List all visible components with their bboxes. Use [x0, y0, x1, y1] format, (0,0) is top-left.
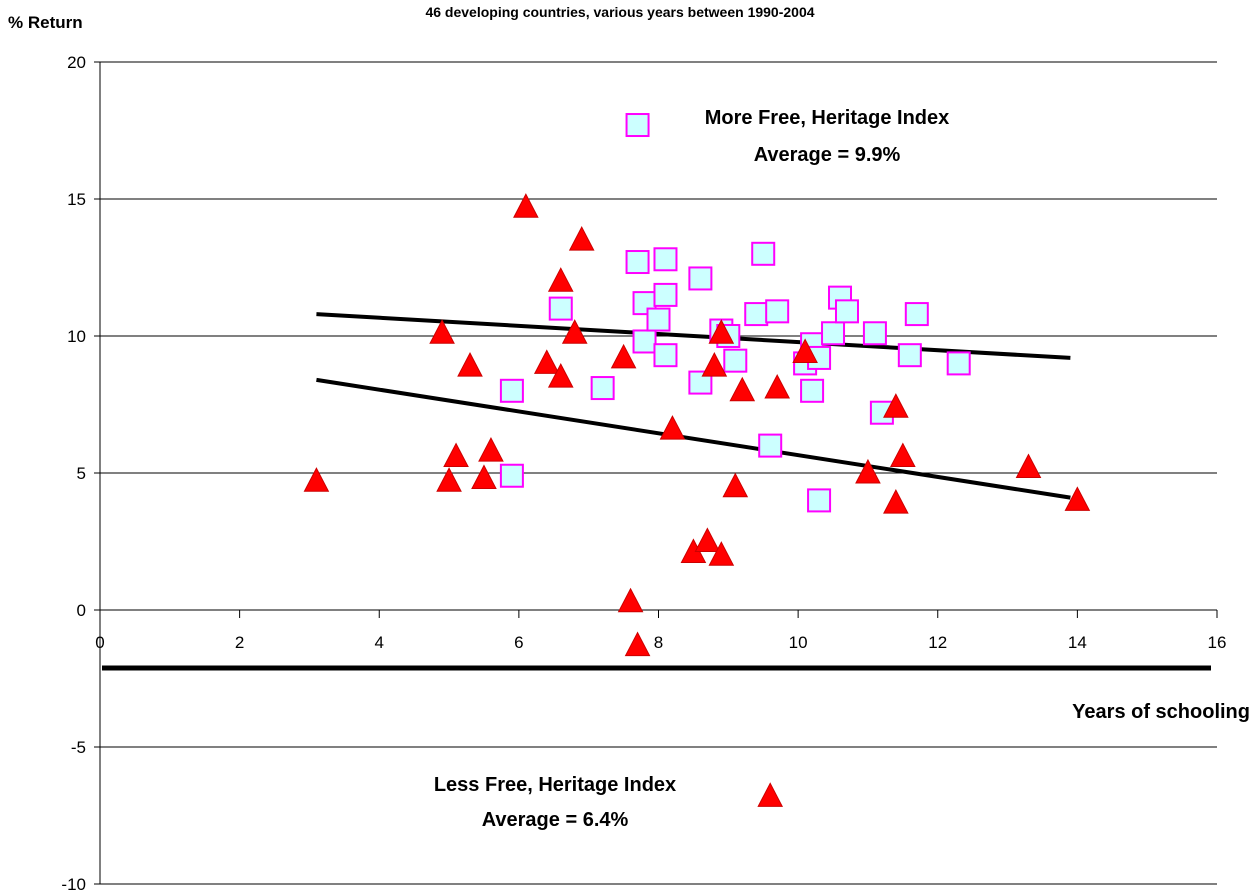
x-tick-label: 16 — [1208, 633, 1227, 652]
square-point — [758, 433, 783, 458]
y-tick-labels: 20 15 10 5 0 -5 -10 — [61, 53, 86, 894]
triangle-point — [561, 319, 588, 344]
y-tick-label: -5 — [71, 738, 86, 757]
gridlines — [100, 61, 1217, 885]
chart-title: 46 developing countries, various years b… — [425, 4, 814, 20]
annotation-more-free-line2: Average = 9.9% — [754, 144, 901, 166]
triangle-point — [429, 319, 455, 344]
triangle-point — [1015, 453, 1042, 479]
square-point — [653, 247, 678, 272]
square-point — [800, 378, 825, 403]
triangle-point — [1064, 486, 1091, 511]
square-point — [897, 343, 922, 368]
trendline-2 — [316, 377, 1071, 500]
x-tick-label: 0 — [95, 633, 104, 652]
x-tick-label: 10 — [789, 633, 808, 652]
square-point — [499, 463, 524, 488]
triangle-point — [883, 393, 909, 418]
square-point — [653, 282, 678, 307]
triangle-point — [764, 373, 791, 399]
trendlines — [316, 312, 1071, 500]
triangle-point — [513, 193, 539, 218]
square-point — [548, 296, 573, 321]
square-point — [834, 299, 859, 324]
square-point — [821, 321, 846, 346]
square-point — [751, 241, 776, 266]
triangle-point — [533, 349, 560, 374]
axes — [94, 61, 1218, 885]
triangle-point — [757, 782, 784, 807]
triangle-point — [471, 464, 497, 489]
triangle-point — [436, 467, 462, 492]
square-point — [862, 321, 887, 346]
triangle-point — [610, 343, 637, 369]
y-tick-label: -10 — [61, 875, 86, 894]
square-point — [946, 351, 971, 376]
triangle-point — [568, 226, 595, 251]
triangle-point — [443, 442, 469, 468]
x-tick-labels: 0 2 4 6 8 10 12 14 16 — [95, 633, 1226, 652]
x-tick-label: 2 — [235, 633, 244, 652]
y-tick-label: 0 — [77, 601, 86, 620]
x-axis-title: Years of schooling — [1072, 701, 1250, 723]
annotations: More Free, Heritage Index Average = 9.9%… — [434, 107, 949, 831]
square-point — [688, 266, 713, 291]
square-point — [723, 348, 748, 373]
triangle-point — [708, 319, 735, 344]
triangle-point — [478, 436, 504, 462]
square-point — [765, 299, 790, 324]
triangle-point — [694, 527, 721, 552]
annotation-more-free-line1: More Free, Heritage Index — [705, 107, 950, 129]
square-point — [688, 370, 713, 395]
y-axis-title: % Return — [8, 13, 83, 32]
triangle-point — [792, 338, 818, 363]
triangle-point — [659, 415, 686, 440]
square-point — [807, 488, 832, 513]
x-tick-label: 4 — [375, 633, 384, 652]
annotation-less-free-line1: Less Free, Heritage Index — [434, 774, 676, 796]
triangle-point — [547, 363, 574, 388]
triangle-point — [708, 541, 735, 566]
y-tick-label: 15 — [67, 190, 86, 209]
square-point — [646, 307, 671, 332]
triangle-point — [890, 442, 916, 468]
triangle-point — [303, 467, 330, 492]
x-tick-label: 6 — [514, 633, 523, 652]
square-point — [904, 302, 929, 327]
triangle-point — [547, 267, 574, 292]
square-point — [625, 113, 650, 138]
triangle-point — [855, 458, 881, 484]
triangle-point — [617, 587, 644, 613]
triangle-point — [722, 472, 749, 498]
annotation-less-free-line2: Average = 6.4% — [482, 809, 629, 831]
triangle-point — [701, 352, 728, 377]
triangle-point — [624, 631, 651, 657]
square-point — [653, 343, 678, 368]
y-tick-label: 20 — [67, 53, 86, 72]
triangle-point — [883, 489, 909, 514]
square-point — [632, 329, 657, 354]
data-points — [303, 113, 1091, 807]
x-tick-label: 8 — [654, 633, 663, 652]
y-tick-label: 10 — [67, 327, 86, 346]
square-point — [625, 250, 650, 275]
square-point — [744, 302, 769, 327]
triangle-point — [729, 376, 756, 402]
square-point — [499, 378, 524, 403]
x-tick-label: 12 — [928, 633, 947, 652]
x-tick-label: 14 — [1068, 633, 1087, 652]
square-point — [590, 376, 615, 401]
triangle-point — [457, 352, 483, 377]
y-tick-label: 5 — [77, 464, 86, 483]
